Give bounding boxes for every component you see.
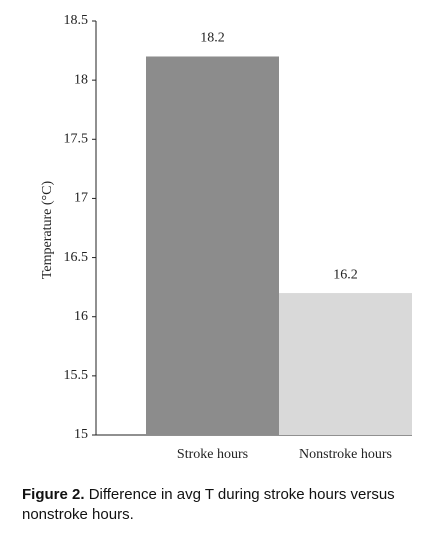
caption-label: Figure 2. [22, 486, 85, 503]
y-tick-label: 18.5 [64, 13, 89, 28]
value-label: 16.2 [333, 267, 358, 282]
y-tick-label: 17.5 [64, 132, 89, 147]
x-tick-label: Stroke hours [177, 447, 248, 462]
chart: Temperature (°C) 15 15.5 16 16.5 17 17.5 18 18.… [40, 13, 412, 462]
y-axis-label: Temperature (°C) [40, 181, 55, 280]
y-tick-label: 15.5 [64, 368, 89, 383]
value-label: 18.2 [200, 31, 225, 46]
caption: Figure 2. Difference in avg T during str… [22, 485, 432, 525]
y-tick-label: 18 [74, 72, 88, 87]
caption-text: Difference in avg T during stroke hours … [22, 486, 395, 523]
y-tick-label: 15 [74, 427, 88, 442]
bar [279, 293, 412, 435]
bar [146, 56, 279, 435]
y-tick-label: 17 [74, 191, 88, 206]
x-tick-label: Nonstroke hours [299, 447, 392, 462]
y-tick-label: 16 [74, 309, 88, 324]
y-tick-label: 16.5 [64, 250, 89, 265]
